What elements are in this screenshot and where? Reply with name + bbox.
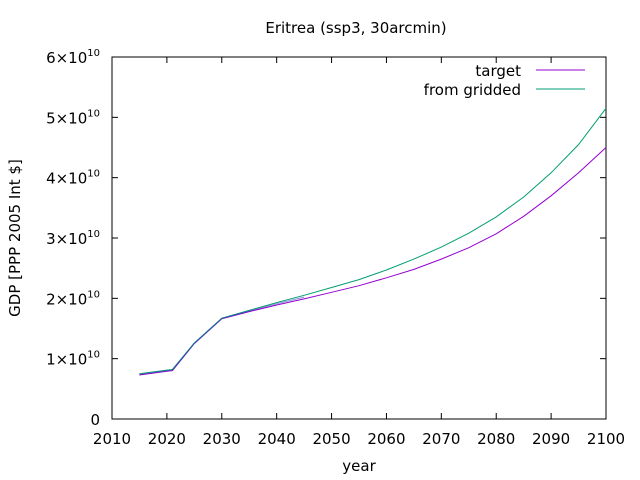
y-axis-label: GDP [PPP 2005 Int $] <box>6 159 24 317</box>
y-tick-mantissa: 0 <box>90 411 100 429</box>
x-tick-label: 2030 <box>203 430 241 448</box>
series-overlap-line <box>139 296 305 375</box>
chart-title: Eritrea (ssp3, 30arcmin) <box>265 19 446 37</box>
x-tick-label: 2080 <box>477 430 515 448</box>
y-tick-label: 6×1010 <box>46 48 100 67</box>
x-tick-label: 2090 <box>532 430 570 448</box>
x-tick-label: 2040 <box>258 430 296 448</box>
x-tick-label: 2060 <box>367 430 405 448</box>
y-tick-mantissa: 1×10 <box>46 351 87 369</box>
y-tick-label: 4×1010 <box>46 169 100 188</box>
x-tick-label: 2010 <box>93 430 131 448</box>
x-axis-label: year <box>342 457 376 475</box>
y-tick-exponent: 10 <box>87 169 100 180</box>
y-tick-exponent: 10 <box>87 48 100 59</box>
y-tick-mantissa: 5×10 <box>46 109 87 127</box>
y-tick-label: 3×1010 <box>46 229 100 248</box>
x-tick-label: 2020 <box>148 430 186 448</box>
series-lines <box>139 107 607 376</box>
y-tick-label: 2×1010 <box>46 289 100 308</box>
y-tick-mantissa: 6×10 <box>46 49 87 67</box>
series-line-0 <box>139 147 607 376</box>
y-tick-label: 0 <box>90 411 100 429</box>
series-line-1 <box>139 107 607 375</box>
y-tick-exponent: 10 <box>87 350 100 361</box>
y-tick-label: 1×1010 <box>46 350 100 369</box>
x-tick-label: 2070 <box>422 430 460 448</box>
axis-ticks: 2010 2020 2030 2040 2050 2060 2070 2080 2090 2100… <box>46 48 625 448</box>
y-tick-mantissa: 3×10 <box>46 230 87 248</box>
y-tick-exponent: 10 <box>87 229 100 240</box>
y-tick-label: 5×1010 <box>46 108 100 127</box>
legend-label: from gridded <box>424 81 521 99</box>
legend-label: target <box>475 62 521 80</box>
x-tick-label: 2050 <box>312 430 350 448</box>
y-tick-mantissa: 4×10 <box>46 170 87 188</box>
y-tick-mantissa: 2×10 <box>46 290 87 308</box>
x-tick-label: 2100 <box>587 430 625 448</box>
y-tick-exponent: 10 <box>87 108 100 119</box>
y-tick-exponent: 10 <box>87 289 100 300</box>
plot-frame <box>111 56 607 420</box>
